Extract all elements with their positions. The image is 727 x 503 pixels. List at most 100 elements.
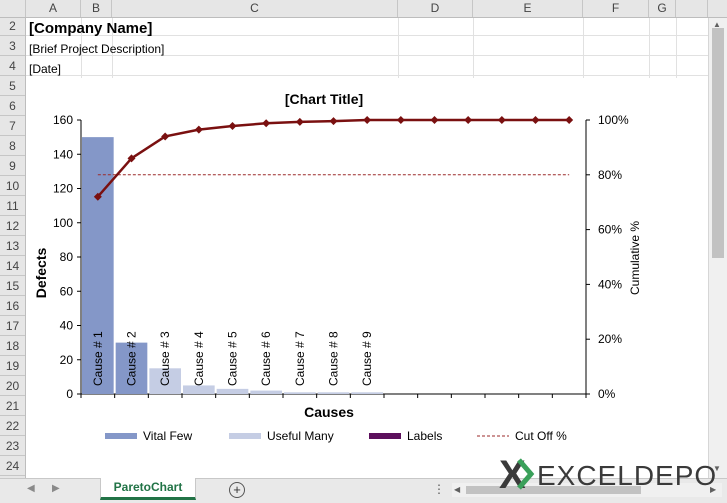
category-label: Cause # 3: [158, 331, 172, 386]
row-header-6[interactable]: 6: [0, 96, 25, 116]
category-label: Cause # 5: [226, 331, 240, 386]
column-header-f[interactable]: F: [583, 0, 649, 17]
scroll-down-icon[interactable]: ▼: [713, 464, 721, 473]
legend-labels-label: Labels: [407, 429, 442, 443]
y-tick-label: 0: [66, 387, 73, 401]
category-label: Cause # 8: [327, 331, 341, 386]
category-label: Cause # 7: [293, 331, 307, 386]
y2-tick-label: 80%: [598, 168, 622, 182]
column-header-d[interactable]: D: [398, 0, 473, 17]
row-header-8[interactable]: 8: [0, 136, 25, 156]
scroll-left-icon[interactable]: ◀: [454, 485, 461, 494]
add-sheet-icon[interactable]: +: [229, 482, 245, 498]
category-label: Cause # 4: [192, 331, 206, 386]
cumulative-line: [96, 118, 570, 198]
more-options-icon[interactable]: ⋮: [433, 482, 445, 496]
y-tick-label: 80: [60, 250, 74, 264]
tab-scroll-right-icon[interactable]: ▶: [52, 483, 60, 494]
company-name-cell[interactable]: [Company Name]: [29, 20, 153, 37]
row-header-16[interactable]: 16: [0, 296, 25, 316]
horizontal-scroll-thumb[interactable]: [466, 486, 641, 494]
cumulative-point: [430, 116, 439, 124]
tab-scroll-left-icon[interactable]: ◀: [27, 483, 35, 494]
legend-useful-many-label: Useful Many: [267, 429, 334, 443]
cumulative-point: [161, 132, 170, 141]
y2-tick-label: 60%: [598, 223, 622, 237]
secondary-y-axis-title: Cumulative %: [628, 221, 642, 295]
y2-tick-label: 40%: [598, 277, 622, 291]
bar-useful-many: [317, 392, 350, 394]
exceldepo-logo: X EXCELDEPO: [499, 453, 717, 496]
vertical-scroll-thumb[interactable]: [712, 28, 724, 258]
row-header-3[interactable]: 3: [0, 36, 25, 56]
vertical-scrollbar[interactable]: ▲ ▼: [708, 18, 727, 478]
column-header-h[interactable]: [676, 0, 708, 17]
cumulative-point: [295, 117, 304, 126]
logo-wordmark: EXCELDEPO: [537, 460, 717, 491]
y-tick-label: 40: [60, 319, 74, 333]
row-header-18[interactable]: 18: [0, 336, 25, 356]
row-header-21[interactable]: 21: [0, 396, 25, 416]
cumulative-point: [93, 192, 102, 201]
row-header-17[interactable]: 17: [0, 316, 25, 336]
legend-vital-few-label: Vital Few: [143, 429, 192, 443]
bar-useful-many: [284, 392, 316, 394]
row-header-bar: 2345678910111213141516171819202122232425: [0, 16, 26, 496]
category-label: Cause # 9: [360, 331, 374, 386]
chart-legend: Vital Few Useful Many Labels Cut Off %: [105, 429, 567, 443]
cumulative-point: [127, 154, 136, 163]
y-axis-title: Defects: [33, 248, 49, 299]
bar-useful-many: [183, 385, 215, 394]
chart-title: [Chart Title]: [285, 91, 363, 107]
column-header-e[interactable]: E: [473, 0, 583, 17]
row-header-7[interactable]: 7: [0, 116, 25, 136]
row-header-5[interactable]: 5: [0, 76, 25, 96]
column-header-c[interactable]: C: [112, 0, 398, 17]
column-header-a[interactable]: A: [26, 0, 81, 17]
row-header-22[interactable]: 22: [0, 416, 25, 436]
row-header-14[interactable]: 14: [0, 256, 25, 276]
logo-x: X: [499, 453, 526, 496]
x-axis-title: Causes: [304, 404, 354, 420]
row-header-15[interactable]: 15: [0, 276, 25, 296]
row-header-19[interactable]: 19: [0, 356, 25, 376]
cumulative-point: [194, 125, 203, 134]
column-header-bar: A B C D E F G: [0, 0, 727, 18]
row-header-2[interactable]: 2: [0, 16, 25, 36]
bar-useful-many: [149, 368, 181, 394]
scroll-right-icon[interactable]: ▶: [710, 485, 717, 494]
bar-useful-many: [351, 392, 383, 394]
row-header-23[interactable]: 23: [0, 436, 25, 456]
row-header-13[interactable]: 13: [0, 236, 25, 256]
row-header-10[interactable]: 10: [0, 176, 25, 196]
row-header-12[interactable]: 12: [0, 216, 25, 236]
scroll-up-icon[interactable]: ▲: [713, 20, 721, 29]
row-header-4[interactable]: 4: [0, 56, 25, 76]
row-header-9[interactable]: 9: [0, 156, 25, 176]
cumulative-point: [228, 122, 237, 131]
gridline-horizontal: [26, 35, 708, 36]
cumulative-point: [262, 119, 271, 128]
category-label: Cause # 1: [91, 331, 105, 386]
y-tick-label: 160: [53, 113, 73, 127]
y-tick-label: 20: [60, 353, 74, 367]
row-header-24[interactable]: 24: [0, 456, 25, 476]
y-tick-label: 60: [60, 284, 74, 298]
category-label: Cause # 2: [125, 331, 139, 386]
column-header-g[interactable]: G: [649, 0, 676, 17]
date-cell[interactable]: [Date]: [29, 62, 62, 76]
sheet-tab-paretochart[interactable]: ParetoChart: [100, 478, 196, 500]
y2-tick-label: 20%: [598, 332, 622, 346]
column-header-b[interactable]: B: [81, 0, 112, 17]
select-all-corner[interactable]: [0, 0, 26, 17]
project-description-cell[interactable]: [Brief Project Description]: [29, 42, 165, 56]
y2-tick-label: 0%: [598, 387, 616, 401]
y2-tick-label: 100%: [598, 113, 629, 127]
row-header-20[interactable]: 20: [0, 376, 25, 396]
cumulative-point: [497, 116, 506, 124]
cumulative-point: [363, 116, 372, 124]
pareto-chart[interactable]: [Chart Title] Causes Defects Cumulative …: [26, 78, 708, 478]
row-header-11[interactable]: 11: [0, 196, 25, 216]
gridline-horizontal: [26, 55, 708, 56]
cumulative-point: [531, 116, 540, 124]
